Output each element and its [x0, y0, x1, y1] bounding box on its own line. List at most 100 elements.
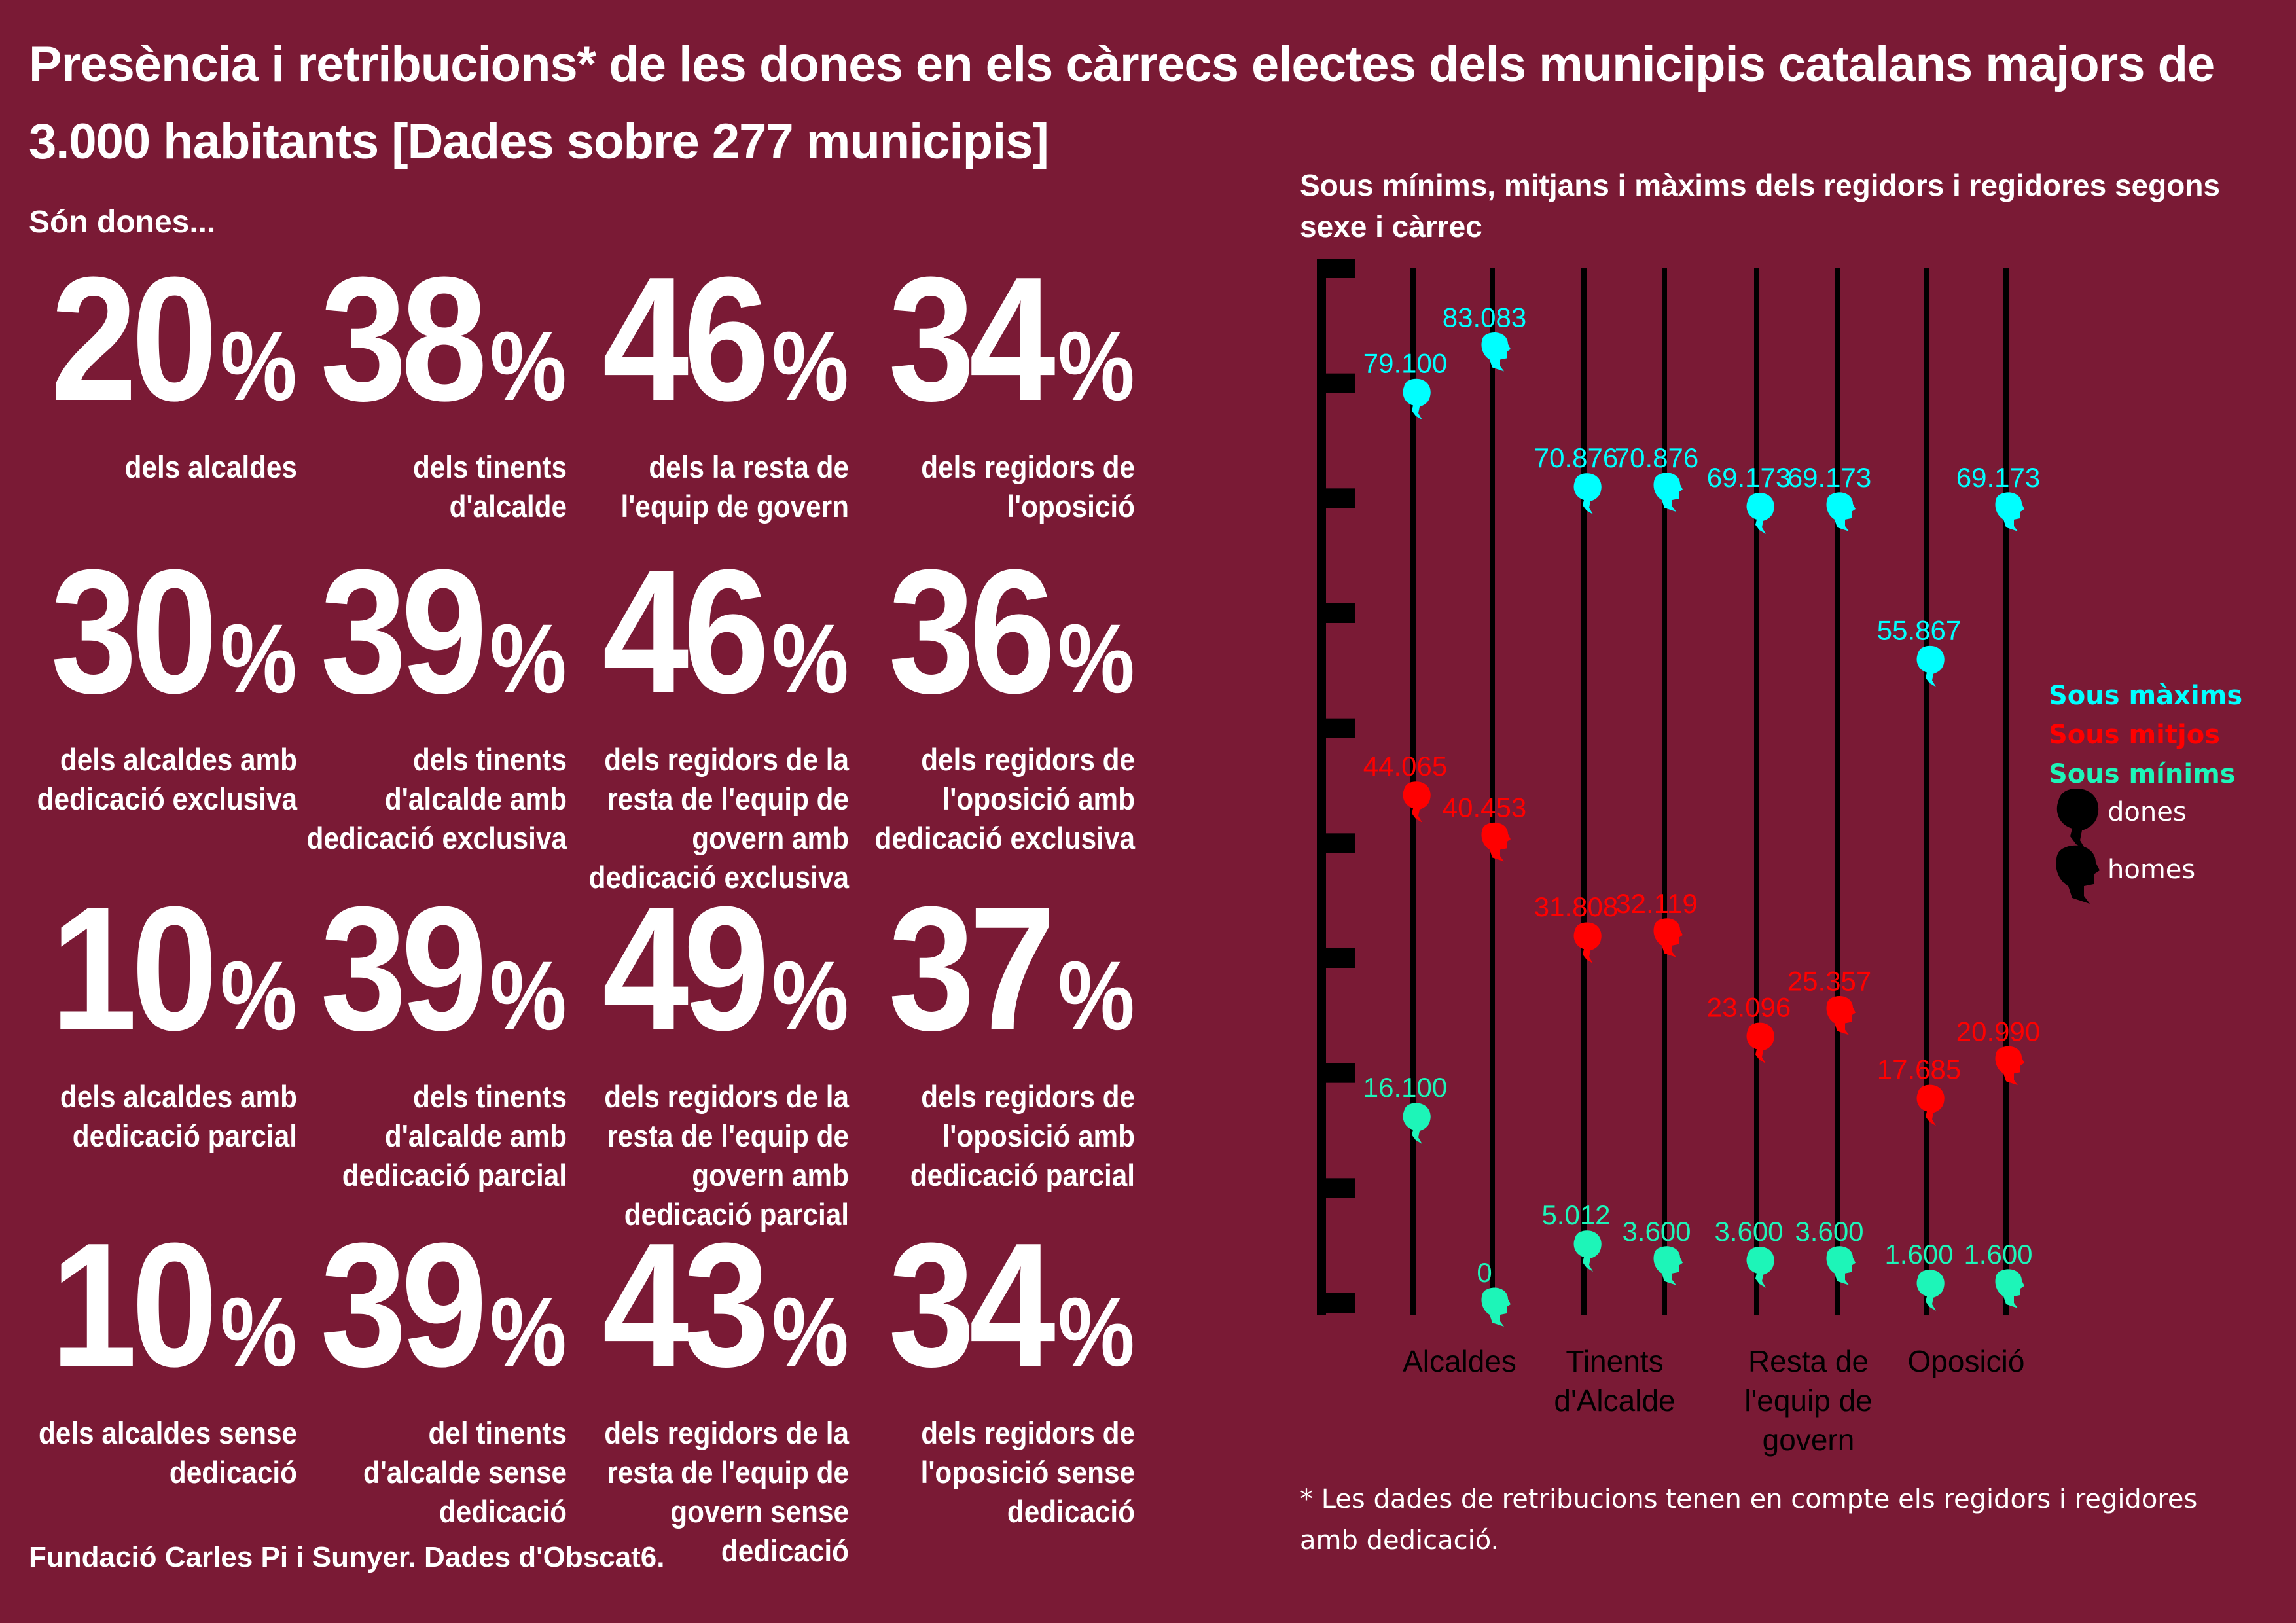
data-label: 79.100	[1363, 348, 1447, 378]
stat-label: dels regidors de la resta de l'equip de …	[604, 1079, 849, 1232]
stat-value: 10%	[51, 881, 297, 1071]
stat-card: 43% dels regidors de la resta de l'equip …	[535, 1217, 849, 1571]
homes-head-marker	[1481, 822, 1511, 862]
stat-label: dels tinents d'alcalde amb dedicació par…	[342, 1079, 567, 1192]
stat-value: 46%	[603, 251, 849, 441]
data-label: 70.876	[1615, 442, 1698, 473]
data-label: 0	[1477, 1257, 1492, 1288]
data-label: 32.119	[1615, 888, 1697, 919]
subheading: Són dones...	[29, 205, 216, 240]
dones-head-marker	[1573, 1230, 1602, 1272]
data-label: 69.173	[1956, 462, 2040, 493]
stat-label: dels tinents d'alcalde	[412, 450, 567, 524]
homes-head-marker	[1826, 1246, 1856, 1285]
percent-sign: %	[220, 940, 297, 1050]
legend-dones: dones	[2108, 797, 2187, 827]
y-axis-tick	[1317, 1293, 1355, 1313]
stat-label: del tinents d'alcalde sense dedicació	[363, 1416, 567, 1529]
stat-value: 46%	[603, 544, 849, 734]
data-label: 16.100	[1363, 1072, 1447, 1103]
percent-sign: %	[490, 311, 567, 421]
percent-sign: %	[1058, 940, 1135, 1050]
category-line	[1924, 268, 1929, 1315]
y-axis-tick	[1317, 948, 1355, 968]
data-label: 3.600	[1795, 1216, 1863, 1247]
dones-head-marker	[1403, 378, 1431, 420]
legend-dones-icon	[2056, 788, 2099, 850]
data-label: 55.867	[1877, 615, 1961, 646]
dones-head-marker	[1573, 473, 1602, 514]
category-line	[2003, 268, 2009, 1315]
stat-value: 49%	[603, 881, 849, 1071]
dones-head-marker	[1403, 781, 1431, 823]
dones-head-marker	[1573, 922, 1602, 964]
stat-number: 34	[888, 241, 1056, 438]
category-line	[1754, 268, 1759, 1315]
stat-value: 37%	[889, 881, 1135, 1071]
stat-number: 10	[50, 1207, 218, 1404]
data-label: 83.083	[1443, 302, 1526, 333]
data-label: 5.012	[1541, 1200, 1610, 1230]
stat-number: 10	[50, 870, 218, 1067]
data-label: 25.357	[1787, 966, 1871, 997]
stat-number: 37	[888, 870, 1056, 1067]
stat-card: 46% dels la resta de l'equip de govern	[535, 251, 849, 526]
homes-head-marker	[1481, 1287, 1511, 1327]
stat-value: 43%	[603, 1217, 849, 1407]
stat-label: dels la resta de l'equip de govern	[620, 450, 849, 524]
percent-sign: %	[772, 1277, 849, 1387]
percent-sign: %	[772, 603, 849, 713]
stat-value: 39%	[321, 544, 567, 734]
stat-value: 30%	[51, 544, 297, 734]
homes-head-marker	[1653, 473, 1683, 512]
legend-homes: homes	[2108, 855, 2196, 885]
percent-sign: %	[490, 940, 567, 1050]
stat-label: dels alcaldes amb dedicació exclusiva	[37, 742, 297, 816]
y-axis-tick	[1317, 1063, 1355, 1083]
chart-title: Sous mínims, mitjans i màxims dels regid…	[1300, 168, 2221, 243]
stat-number: 39	[320, 533, 488, 730]
stat-card: 49% dels regidors de la resta de l'equip …	[535, 881, 849, 1234]
y-axis-tick	[1317, 488, 1355, 508]
homes-head-marker	[1653, 1246, 1683, 1285]
stat-value: 39%	[321, 1217, 567, 1407]
stat-label: dels regidors de la resta de l'equip de …	[588, 742, 849, 895]
footnote: * Les dades de retribucions tenen en com…	[1300, 1484, 2198, 1556]
percent-sign: %	[490, 1277, 567, 1387]
data-label: 44.065	[1363, 751, 1447, 781]
stat-label: dels alcaldes amb dedicació parcial	[60, 1079, 297, 1153]
stat-card: 10% dels alcaldes amb dedicació parcial	[0, 881, 297, 1156]
dones-head-marker	[1746, 1247, 1774, 1288]
stat-number: 30	[50, 533, 218, 730]
x-axis-category-label: Resta de l'equip de govern	[1744, 1344, 1873, 1457]
data-label: 23.096	[1707, 991, 1791, 1022]
dones-head-marker	[1916, 645, 1945, 687]
stat-number: 46	[602, 241, 770, 438]
data-label: 70.876	[1534, 442, 1618, 473]
stat-card: 38% dels tinents d'alcalde	[253, 251, 567, 526]
data-label: 69.173	[1707, 462, 1791, 493]
y-axis-tick	[1317, 718, 1355, 738]
stat-value: 20%	[51, 251, 297, 441]
data-label: 1.600	[1964, 1239, 2032, 1270]
stat-number: 49	[602, 870, 770, 1067]
stat-number: 36	[888, 533, 1056, 730]
stat-number: 46	[602, 533, 770, 730]
stat-value: 38%	[321, 251, 567, 441]
stat-value: 39%	[321, 881, 567, 1071]
y-axis-tick	[1317, 833, 1355, 853]
stat-number: 43	[602, 1207, 770, 1404]
stat-label: dels regidors de l'oposició	[921, 450, 1135, 524]
y-axis-tick	[1317, 373, 1355, 393]
dones-head-marker	[1746, 1022, 1774, 1064]
homes-head-marker	[1653, 918, 1683, 957]
y-axis	[1317, 268, 1326, 1315]
homes-head-marker	[1995, 1269, 2024, 1308]
stat-label: dels tinents d'alcalde amb dedicació exc…	[306, 742, 567, 855]
legend-series: Sous mínims	[2049, 759, 2236, 789]
legend-series: Sous màxims	[2049, 681, 2243, 711]
stat-value: 34%	[889, 251, 1135, 441]
stat-card: 39% del tinents d'alcalde sense dedicació	[253, 1217, 567, 1531]
y-axis-tick	[1317, 259, 1355, 278]
